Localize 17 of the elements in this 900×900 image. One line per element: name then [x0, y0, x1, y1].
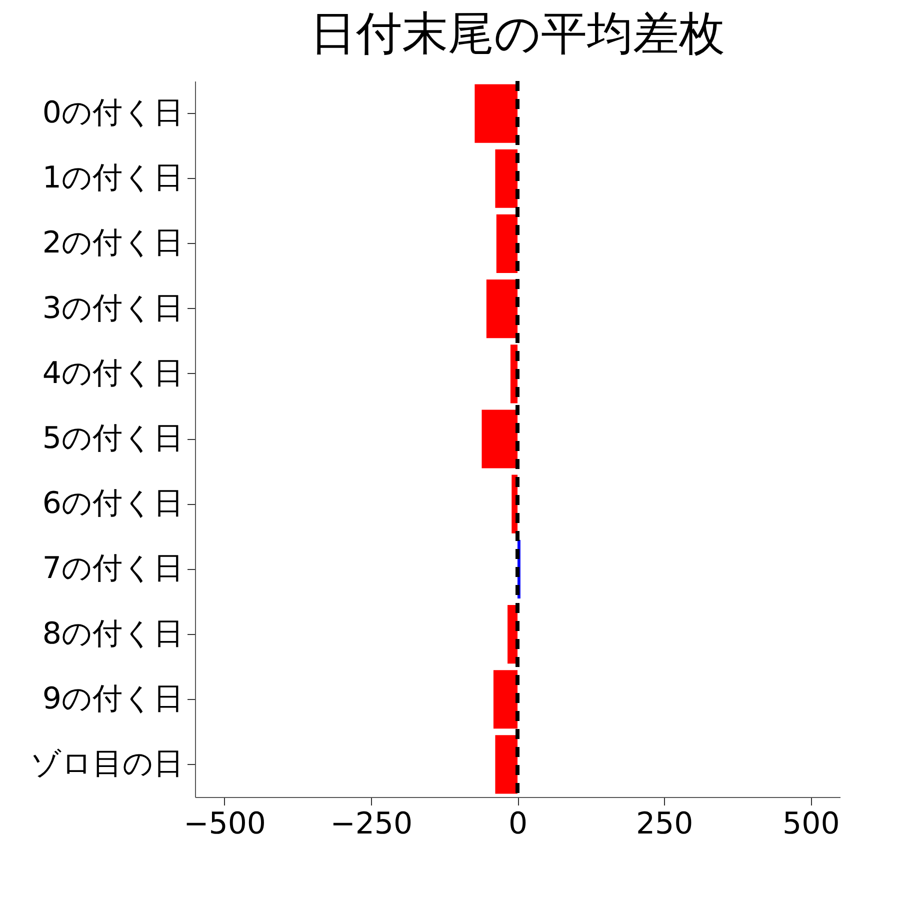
y-tick-label: 2の付く日	[42, 226, 184, 261]
y-tick-label: 5の付く日	[42, 421, 184, 456]
x-tick-label: −250	[330, 806, 413, 842]
y-tick-label: 4の付く日	[42, 356, 184, 391]
y-tick-label: 1の付く日	[42, 160, 184, 196]
x-tick-label: 250	[636, 806, 694, 842]
y-tick-label: 3の付く日	[42, 290, 184, 326]
x-tick-label: −500	[184, 806, 266, 842]
chart-title: 日付末尾の平均差枚	[310, 6, 725, 60]
y-tick-label: 8の付く日	[42, 616, 184, 652]
y-tick-label: ゾロ目の日	[30, 746, 184, 782]
y-tick-label: 9の付く日	[42, 681, 184, 716]
y-tick-label: 6の付く日	[42, 486, 184, 522]
y-tick-label: 7の付く日	[42, 551, 184, 586]
y-tick-label: 0の付く日	[42, 96, 184, 131]
x-tick-label: 0	[508, 806, 528, 842]
x-tick-label: 500	[782, 806, 840, 842]
